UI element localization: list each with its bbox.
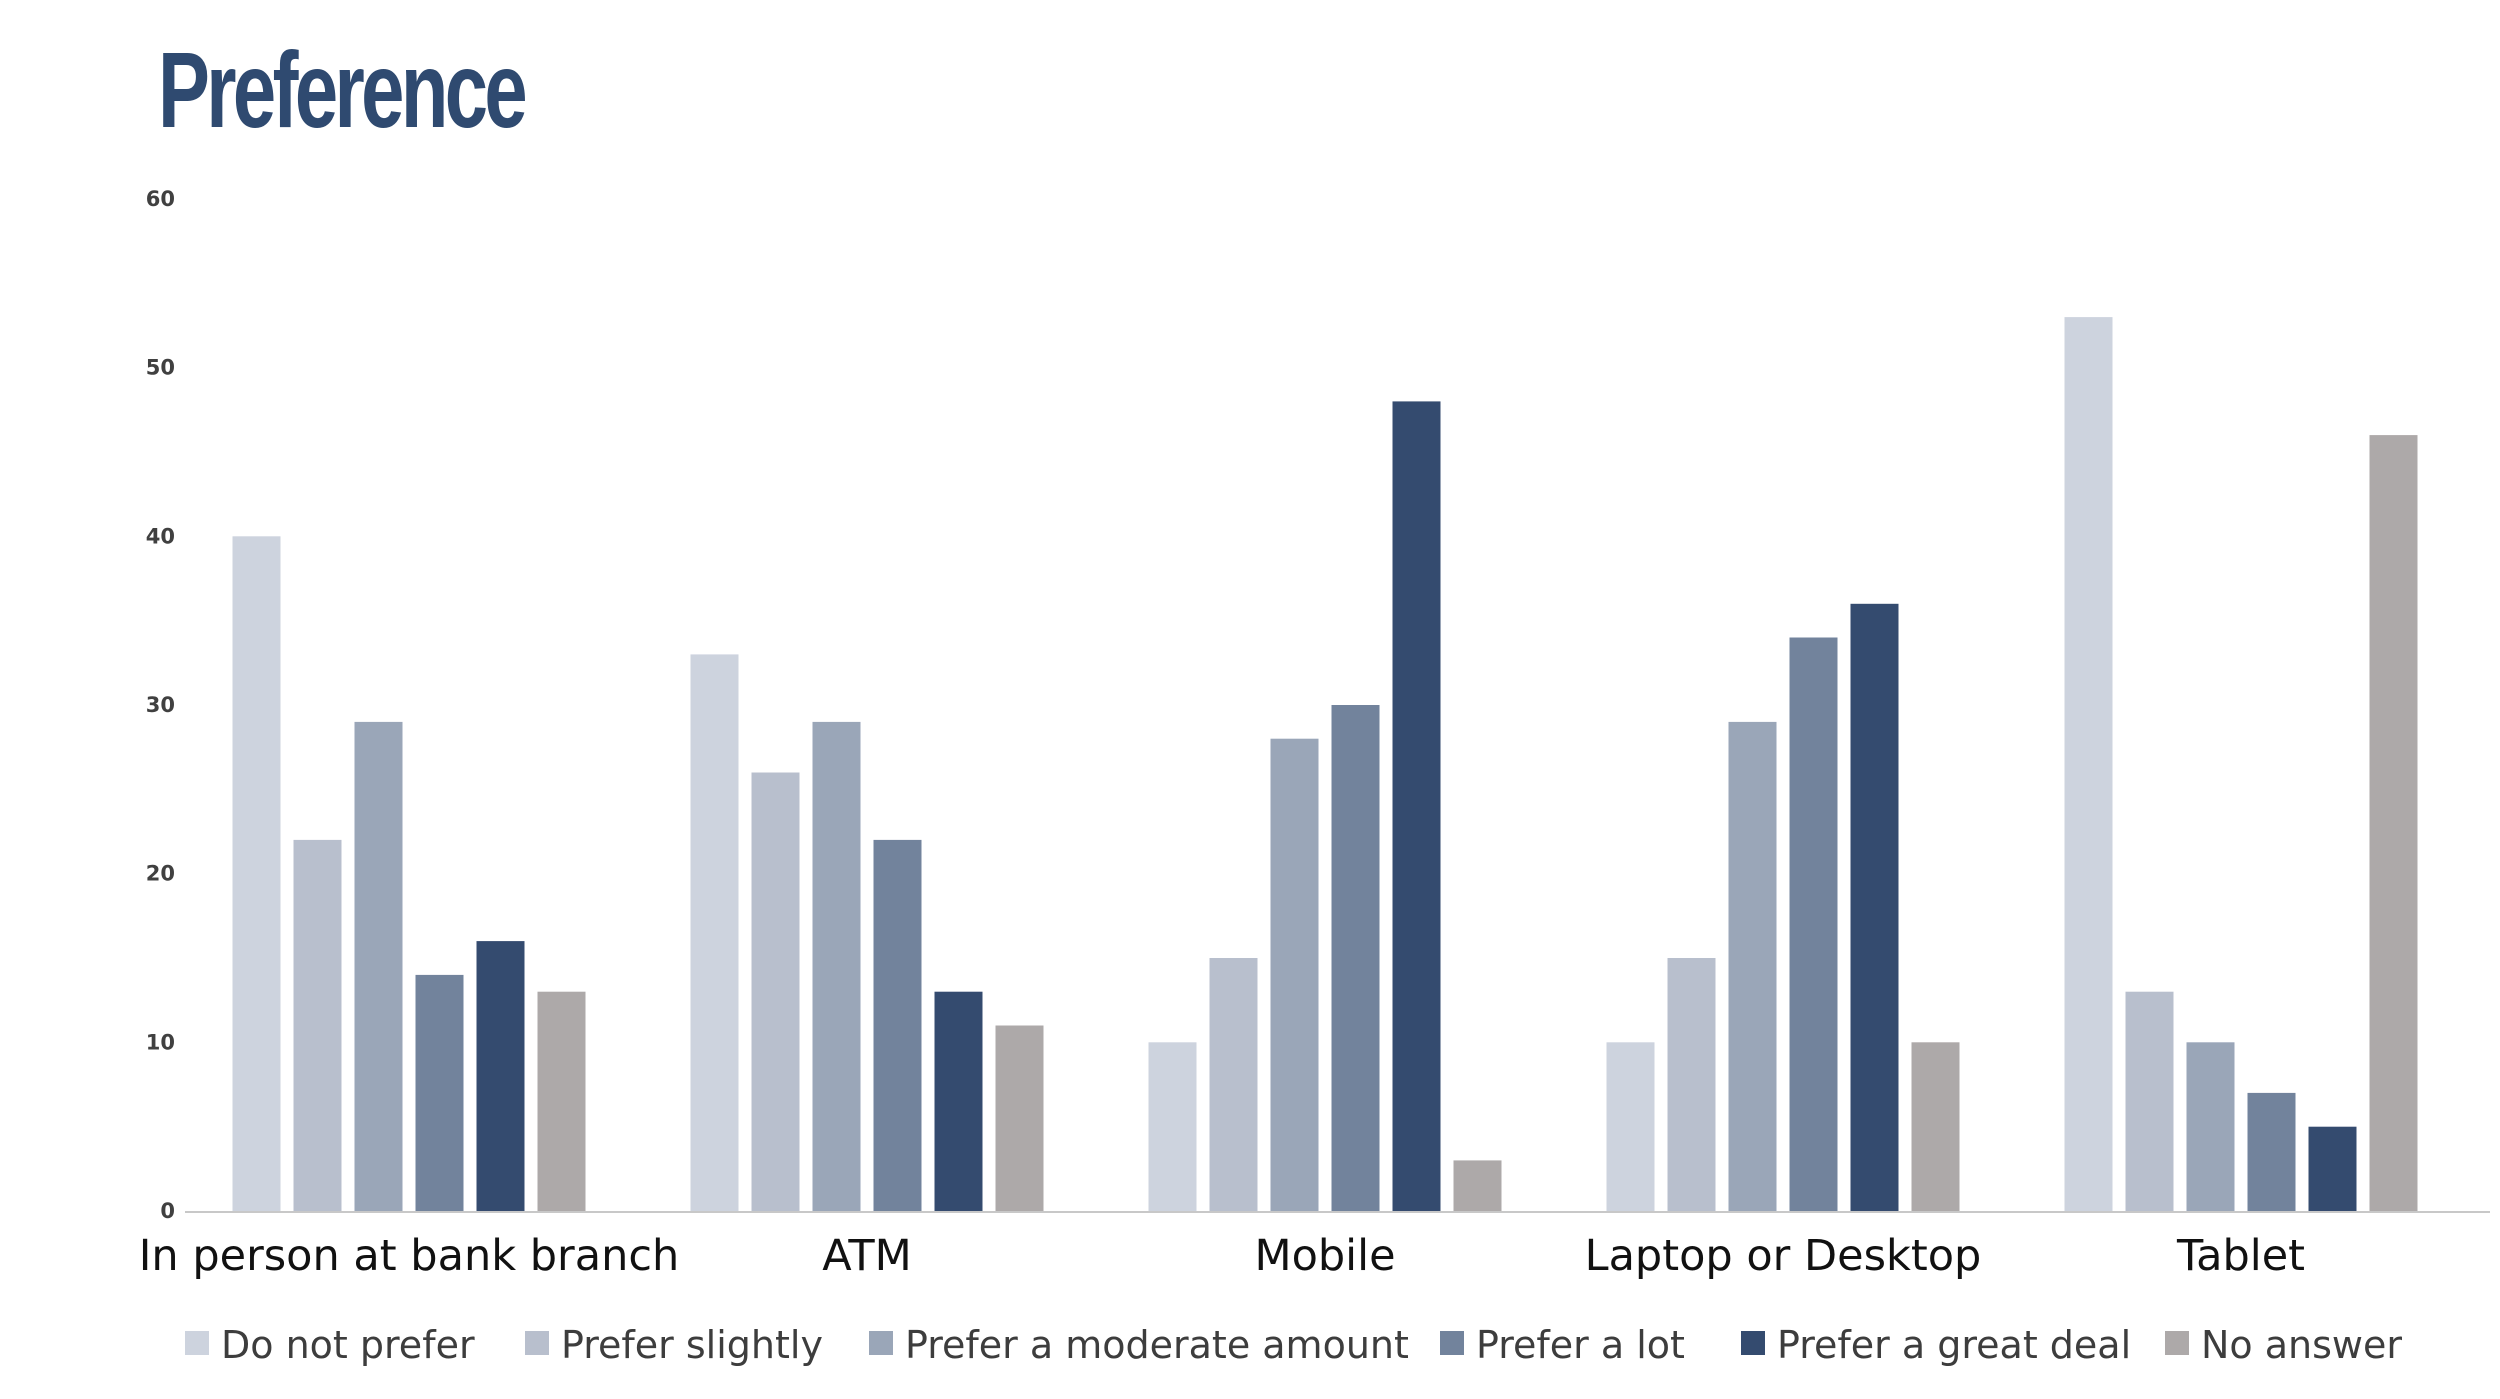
x-category-label: ATM xyxy=(822,1231,911,1281)
bar xyxy=(873,839,922,1211)
x-category-label: Tablet xyxy=(2176,1231,2305,1281)
bar xyxy=(293,839,342,1211)
bar xyxy=(934,991,983,1211)
bar xyxy=(1606,1042,1655,1211)
bar xyxy=(1667,958,1716,1211)
y-tick-label: 40 xyxy=(146,524,175,548)
bar xyxy=(812,721,861,1211)
legend-swatch xyxy=(1440,1331,1464,1355)
bar xyxy=(2186,1042,2235,1211)
bar xyxy=(1270,738,1319,1211)
legend-label: Prefer a moderate amount xyxy=(905,1323,1409,1367)
page-title: Preference xyxy=(158,29,528,150)
legend-swatch xyxy=(1741,1331,1765,1355)
bar xyxy=(995,1025,1044,1211)
y-tick-label: 10 xyxy=(146,1030,175,1054)
bar xyxy=(1789,637,1838,1211)
x-category-label: Laptop or Desktop xyxy=(1585,1231,1982,1281)
x-axis-categories: In person at bank branch ATM Mobile Laptop … xyxy=(139,1231,2305,1281)
bar xyxy=(2125,991,2174,1211)
y-tick-label: 30 xyxy=(146,693,175,717)
y-tick-label: 60 xyxy=(146,187,175,211)
legend-label: Prefer a lot xyxy=(1476,1323,1685,1367)
bar xyxy=(1209,958,1258,1211)
bar xyxy=(1148,1042,1197,1211)
bar xyxy=(1911,1042,1960,1211)
bar xyxy=(1331,705,1380,1211)
legend: Do not prefer Prefer slightly Prefer a mod… xyxy=(185,1323,2402,1367)
bar xyxy=(476,941,525,1211)
legend-label: No answer xyxy=(2201,1323,2402,1367)
y-axis-ticks: 0 10 20 30 40 50 60 xyxy=(146,187,175,1223)
legend-swatch xyxy=(185,1331,209,1355)
bar xyxy=(1453,1160,1502,1211)
legend-swatch xyxy=(2165,1331,2189,1355)
bar xyxy=(354,721,403,1211)
bar xyxy=(1850,603,1899,1211)
y-tick-label: 0 xyxy=(160,1199,175,1223)
bar xyxy=(690,654,739,1211)
bar xyxy=(415,974,464,1211)
x-category-label: Mobile xyxy=(1254,1231,1395,1281)
y-tick-label: 20 xyxy=(146,862,175,886)
bar xyxy=(2369,435,2418,1212)
y-tick-label: 50 xyxy=(146,356,175,380)
bar xyxy=(537,991,586,1211)
legend-label: Prefer a great deal xyxy=(1777,1323,2131,1367)
legend-label: Do not prefer xyxy=(221,1323,475,1367)
bar xyxy=(1728,721,1777,1211)
bar xyxy=(751,772,800,1211)
legend-label: Prefer slightly xyxy=(561,1323,823,1367)
bar xyxy=(2308,1126,2357,1211)
bar-group xyxy=(232,317,2418,1212)
legend-swatch xyxy=(869,1331,893,1355)
x-category-label: In person at bank branch xyxy=(139,1231,679,1281)
bar xyxy=(232,536,281,1211)
bar xyxy=(1392,401,1441,1211)
bar xyxy=(2064,317,2113,1212)
legend-swatch xyxy=(525,1331,549,1355)
bar xyxy=(2247,1092,2296,1211)
